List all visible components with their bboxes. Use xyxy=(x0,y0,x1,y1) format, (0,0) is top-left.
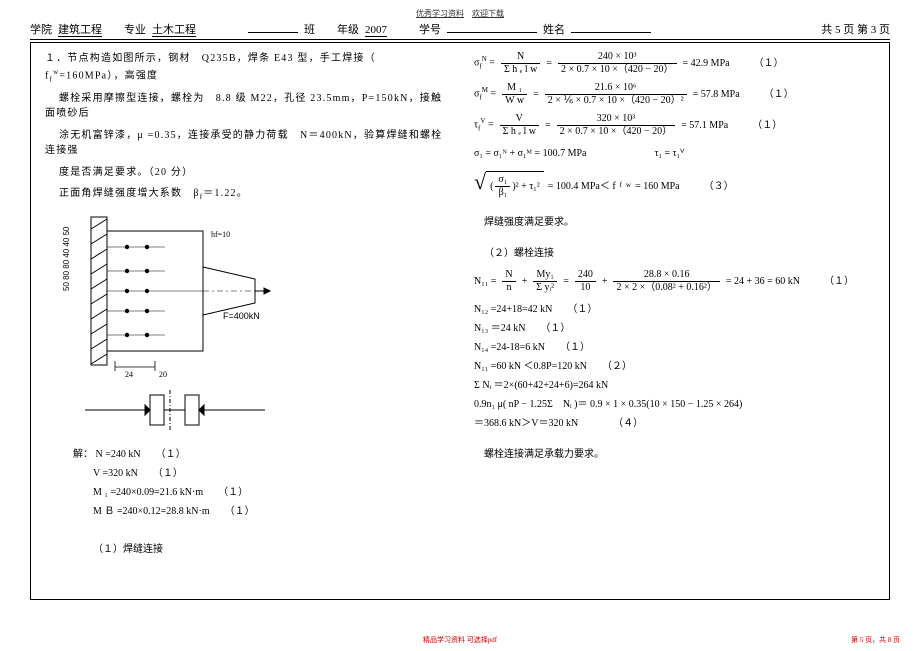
eq-sumN: Σ Nᵢ ＝2×(60+42+24+6)=264 kN xyxy=(474,376,877,395)
top-note-prefix: 优秀学习资料 xyxy=(416,9,464,18)
root-eqn: （３） xyxy=(704,177,734,196)
hdr-major-v: 土木工程 xyxy=(152,21,196,37)
solve-label: 解： xyxy=(73,449,93,460)
tauV-lhs: τfV = xyxy=(474,115,494,136)
p-line4: 度是否满足要求。（20 分） xyxy=(45,165,448,181)
sigM-val: = 57.8 MPa xyxy=(693,85,740,104)
sigM-eqn: （１） xyxy=(764,85,794,104)
fig-dim-gap: 20 xyxy=(159,370,167,379)
eq-root: √ (σ₁β₁)² + τ₁² = 100.4 MPa＜ ffw = 160 M… xyxy=(474,171,877,201)
p-line5: 正面角焊缝强度增大系数 βf＝1.22。 xyxy=(45,186,448,203)
footer-right: 第 5 页，共 8 页 xyxy=(851,635,900,645)
sol-Mf: M ₁ =240×0.09=21.6 kN·m （１） xyxy=(93,487,248,498)
root-icon: √ (σ₁β₁)² + τ₁² xyxy=(474,171,544,201)
hdr-name: 姓名 xyxy=(543,21,565,37)
hdr-class: 班 xyxy=(304,21,315,37)
eq-long2: ＝368.6 kN＞V＝320 kN （４） xyxy=(474,414,877,433)
figure-area: F=400kN 50 80 80 40 40 50 24 20 hf=10 xyxy=(55,209,448,379)
fig-dim-bottom: 24 xyxy=(125,370,133,379)
right-column: σfN = NΣ h ₑ l w = 240 × 10³2 × 0.7 × 10… xyxy=(460,43,889,599)
eq-N12: N₁₂ =24+18=42 kN （１） xyxy=(474,300,877,319)
eq-N14: N₁₄ =24-18=6 kN （１） xyxy=(474,338,877,357)
ok-bolt: 螺栓连接满足承载力要求。 xyxy=(484,445,877,464)
sol-V: V =320 kN （１） xyxy=(93,468,183,479)
left-column: １．节点构造如图所示，钢材 Q235B，焊条 E43 型，手工焊接（ ffw=1… xyxy=(31,43,460,599)
hdr-grade: 年级 xyxy=(337,21,359,37)
tauV-eqn: （１） xyxy=(752,116,782,135)
p-line2: 螺栓采用摩擦型连接，螺栓为 8.8 级 M22，孔径 23.5mm，P=150k… xyxy=(45,91,448,122)
sol-h1: （１）焊缝连接 xyxy=(93,544,163,555)
eq-Nt1: N₁₁ = Nn + My₁Σ yᵢ² = 24010 + 28.8 × 0.1… xyxy=(474,269,877,294)
h2-bolt: （２）螺栓连接 xyxy=(484,244,877,263)
page-header: 学院 建筑工程 专业 土木工程 班 年级 2007 学号 姓名 共 5 页 第 … xyxy=(30,21,890,40)
hdr-sid-blank xyxy=(447,21,537,33)
sigN-lhs: σfN = xyxy=(474,53,495,74)
eq-sigN: σfN = NΣ h ₑ l w = 240 × 10³2 × 0.7 × 10… xyxy=(474,51,877,76)
hdr-college: 学院 xyxy=(30,21,52,37)
nt1-val: = 24 + 36 = 60 kN xyxy=(726,272,800,291)
figure-section xyxy=(75,385,275,435)
top-note: 优秀学习资料 欢迎下载 xyxy=(30,8,890,19)
fig-dims-left: 50 80 80 40 40 50 xyxy=(62,226,71,291)
eq-sigM: σfM = M ₁W w = 21.6 × 10⁶2 × ⅙ × 0.7 × 1… xyxy=(474,82,877,107)
nt1-a: N₁₁ = xyxy=(474,272,496,291)
root-val: = 100.4 MPa＜ f xyxy=(548,177,616,196)
solution-block: 解： N =240 kN （１） 解：V =320 kN （１） 解：M ₁ =… xyxy=(73,445,448,559)
p-f1sub: f xyxy=(50,75,54,83)
eq-long: 0.9n₁ μ( nP − 1.25Σ Nᵢ )＝ 0.9 × 1 × 0.35… xyxy=(474,395,877,414)
p-line1: １．节点构造如图所示，钢材 Q235B，焊条 E43 型，手工焊接（ ffw=1… xyxy=(45,51,448,85)
hdr-grade-v: 2007 xyxy=(365,24,387,36)
hdr-class-blank xyxy=(248,21,298,33)
tauV-val: = 57.1 MPa xyxy=(681,116,728,135)
footer-center: 精品学习资料 可选择pdf xyxy=(423,635,497,645)
p-line1-b: =160MPa），高强度 xyxy=(59,70,158,81)
p-line5-a: 正面角焊缝强度增大系数 β xyxy=(59,188,200,199)
eq-N13: N₁₃ ＝24 kN （１） xyxy=(474,319,877,338)
p-beta-val: ＝1.22。 xyxy=(203,188,248,199)
figure-main: F=400kN 50 80 80 40 40 50 24 20 hf=10 xyxy=(55,209,285,379)
sigN-val: = 42.9 MPa xyxy=(683,54,730,73)
p-line3: 涂无机富锌漆，μ =0.35，连接承受的静力荷载 N＝400kN，验算焊缝和螺栓… xyxy=(45,128,448,159)
content-box: １．节点构造如图所示，钢材 Q235B，焊条 E43 型，手工焊接（ ffw=1… xyxy=(30,42,890,600)
nt1-eqn: （１） xyxy=(824,272,854,291)
sol-N: N =240 kN （１） xyxy=(96,449,186,460)
fig-weld-note: hf=10 xyxy=(211,230,230,239)
eq-tauV: τfV = VΣ h ₑ l w = 320 × 10³2 × 0.7 × 10… xyxy=(474,113,877,138)
ok-weld: 焊缝强度满足要求。 xyxy=(484,213,877,232)
hdr-pages: 共 5 页 第 3 页 xyxy=(821,21,890,37)
hdr-sid: 学号 xyxy=(419,21,441,37)
root-rhs: = 160 MPa xyxy=(635,177,680,196)
sol-MB: M Ｂ =240×0.12=28.8 kN·m （１） xyxy=(93,506,255,517)
sumSig: σ₁ = σ₁ᴺ + σ₁ᴹ = 100.7 MPa xyxy=(474,144,586,163)
eq-sumSig: σ₁ = σ₁ᴺ + σ₁ᴹ = 100.7 MPa τ₁ = τ₁ⱽ xyxy=(474,144,877,163)
sigM-lhs: σfM = xyxy=(474,84,496,105)
sigN-eqn: （１） xyxy=(754,54,784,73)
sumTau: τ₁ = τ₁ⱽ xyxy=(654,144,684,163)
hdr-major: 专业 xyxy=(124,21,146,37)
top-note-suffix: 欢迎下载 xyxy=(472,9,504,18)
hdr-college-v: 建筑工程 xyxy=(58,21,102,37)
hdr-name-blank xyxy=(571,21,651,33)
eq-N11: N₁₁ =60 kN ＜0.8P=120 kN （２） xyxy=(474,357,877,376)
fig-force-label: F=400kN xyxy=(223,311,260,321)
